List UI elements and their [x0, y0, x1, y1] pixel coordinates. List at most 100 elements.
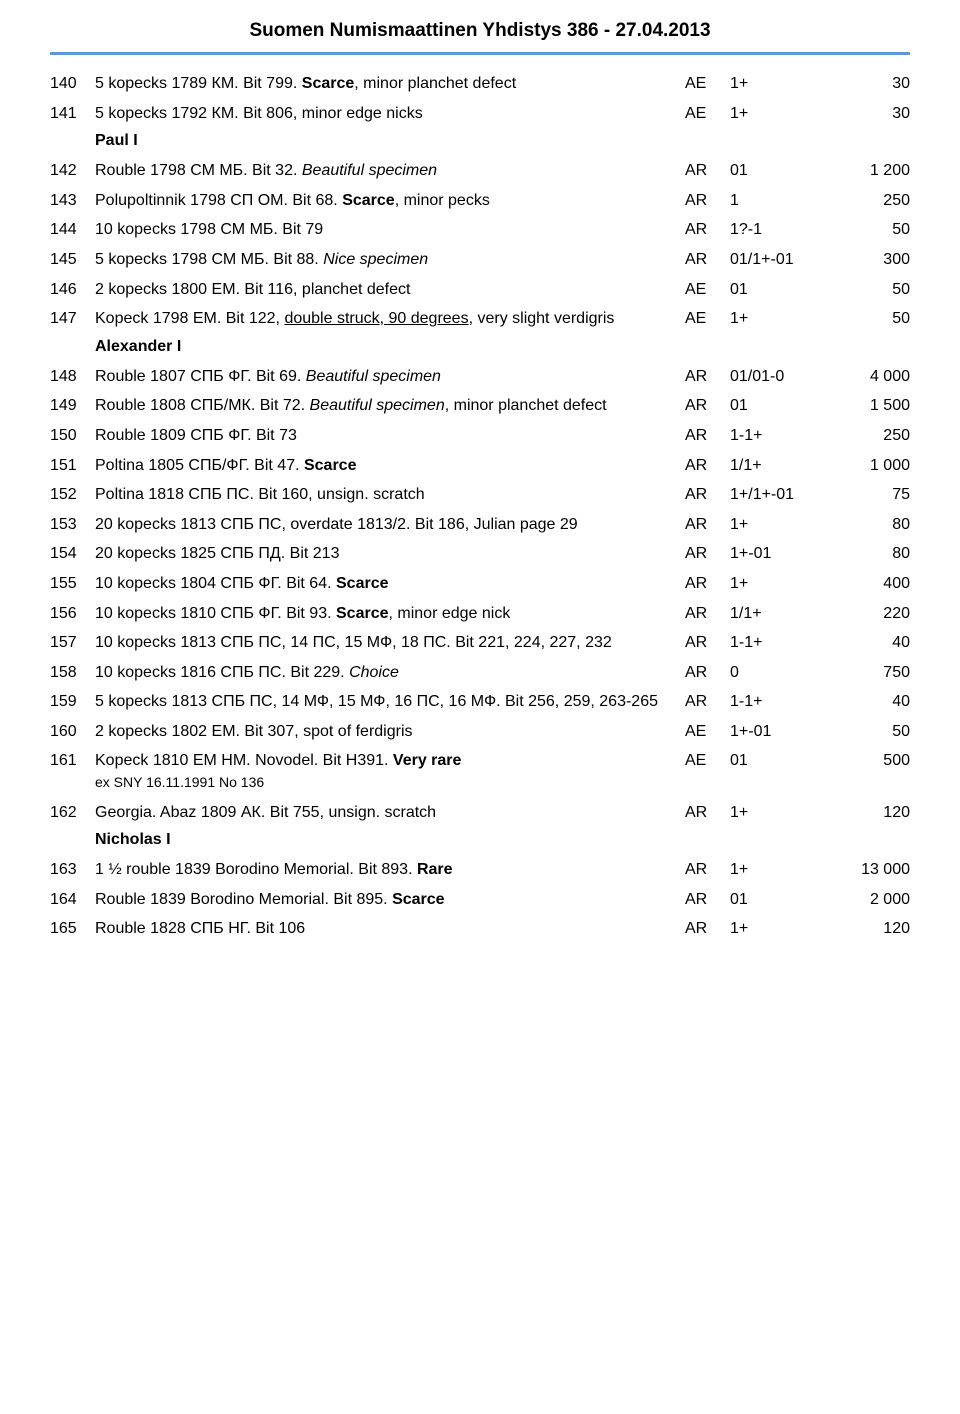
- lot-material: AR: [685, 662, 730, 684]
- lot-description: Rouble 1808 СПБ/МК. Bit 72. Beautiful sp…: [95, 395, 685, 417]
- lot-price: 80: [830, 514, 910, 536]
- section-heading: Alexander I: [50, 338, 910, 356]
- lot-row: 162Georgia. Abaz 1809 АК. Bit 755, unsig…: [50, 802, 910, 824]
- lot-material: AR: [685, 603, 730, 625]
- lot-number: 143: [50, 190, 95, 212]
- lot-row: 15510 kopecks 1804 СПБ ФГ. Bit 64. Scarc…: [50, 573, 910, 595]
- lot-number: 151: [50, 455, 95, 477]
- lot-material: AR: [685, 249, 730, 271]
- lot-number: 144: [50, 219, 95, 241]
- lot-grade: 1+: [730, 802, 830, 824]
- lot-number: 164: [50, 889, 95, 911]
- lot-price: 400: [830, 573, 910, 595]
- lot-number: 160: [50, 721, 95, 743]
- lot-description: 10 kopecks 1816 СПБ ПС. Bit 229. Choice: [95, 662, 685, 684]
- lot-description: 5 kopecks 1792 КМ. Bit 806, minor edge n…: [95, 103, 685, 125]
- lot-list: 1405 kopecks 1789 КМ. Bit 799. Scarce, m…: [50, 73, 910, 940]
- lot-grade: 01: [730, 160, 830, 182]
- header-rule: [50, 52, 910, 55]
- lot-row: 1462 kopecks 1800 ЕМ. Bit 116, planchet …: [50, 279, 910, 301]
- lot-number: 153: [50, 514, 95, 536]
- lot-description: 2 kopecks 1802 ЕМ. Bit 307, spot of ferd…: [95, 721, 685, 743]
- lot-price: 120: [830, 918, 910, 940]
- lot-number: 150: [50, 425, 95, 447]
- lot-row: 161Kopeck 1810 ЕМ НМ. Novodel. Bit Н391.…: [50, 750, 910, 793]
- lot-material: AE: [685, 73, 730, 95]
- lot-row: 143Polupoltinnik 1798 СП ОМ. Bit 68. Sca…: [50, 190, 910, 212]
- lot-grade: 01: [730, 750, 830, 772]
- lot-number: 152: [50, 484, 95, 506]
- lot-grade: 1/1+: [730, 603, 830, 625]
- lot-number: 159: [50, 691, 95, 713]
- lot-row: 1455 kopecks 1798 СМ МБ. Bit 88. Nice sp…: [50, 249, 910, 271]
- lot-row: 1405 kopecks 1789 КМ. Bit 799. Scarce, m…: [50, 73, 910, 95]
- lot-grade: 1+: [730, 103, 830, 125]
- lot-description: Georgia. Abaz 1809 АК. Bit 755, unsign. …: [95, 802, 685, 824]
- lot-description: Kopeck 1798 ЕМ. Bit 122, double struck, …: [95, 308, 685, 330]
- lot-number: 140: [50, 73, 95, 95]
- section-heading: Paul I: [50, 132, 910, 150]
- lot-row: 15320 kopecks 1813 СПБ ПС, overdate 1813…: [50, 514, 910, 536]
- lot-material: AR: [685, 543, 730, 565]
- lot-grade: 0: [730, 662, 830, 684]
- lot-number: 162: [50, 802, 95, 824]
- lot-description: 5 kopecks 1813 СПБ ПС, 14 МФ, 15 МФ, 16 …: [95, 691, 685, 713]
- lot-price: 13 000: [830, 859, 910, 881]
- lot-number: 154: [50, 543, 95, 565]
- lot-price: 80: [830, 543, 910, 565]
- lot-description: Poltina 1818 СПБ ПС. Bit 160, unsign. sc…: [95, 484, 685, 506]
- lot-row: 148Rouble 1807 СПБ ФГ. Bit 69. Beautiful…: [50, 366, 910, 388]
- lot-row: 1602 kopecks 1802 ЕМ. Bit 307, spot of f…: [50, 721, 910, 743]
- lot-price: 50: [830, 721, 910, 743]
- lot-price: 120: [830, 802, 910, 824]
- lot-material: AR: [685, 632, 730, 654]
- lot-grade: 1+: [730, 308, 830, 330]
- lot-description: Kopeck 1810 ЕМ НМ. Novodel. Bit Н391. Ve…: [95, 750, 685, 793]
- lot-material: AR: [685, 484, 730, 506]
- lot-price: 4 000: [830, 366, 910, 388]
- lot-price: 250: [830, 190, 910, 212]
- lot-description: 10 kopecks 1798 СМ МБ. Bit 79: [95, 219, 685, 241]
- lot-price: 50: [830, 308, 910, 330]
- lot-grade: 1: [730, 190, 830, 212]
- lot-price: 1 500: [830, 395, 910, 417]
- lot-row: 14410 kopecks 1798 СМ МБ. Bit 79AR1?-150: [50, 219, 910, 241]
- lot-description: 20 kopecks 1825 СПБ ПД. Bit 213: [95, 543, 685, 565]
- lot-number: 157: [50, 632, 95, 654]
- lot-material: AR: [685, 395, 730, 417]
- lot-grade: 1-1+: [730, 691, 830, 713]
- lot-material: AR: [685, 190, 730, 212]
- lot-grade: 1+-01: [730, 543, 830, 565]
- lot-price: 2 000: [830, 889, 910, 911]
- lot-grade: 1-1+: [730, 632, 830, 654]
- lot-description: 10 kopecks 1810 СПБ ФГ. Bit 93. Scarce, …: [95, 603, 685, 625]
- lot-price: 300: [830, 249, 910, 271]
- lot-description: Rouble 1839 Borodino Memorial. Bit 895. …: [95, 889, 685, 911]
- lot-description: 10 kopecks 1813 СПБ ПС, 14 ПС, 15 МФ, 18…: [95, 632, 685, 654]
- lot-number: 155: [50, 573, 95, 595]
- lot-material: AR: [685, 691, 730, 713]
- lot-description: Rouble 1798 СМ МБ. Bit 32. Beautiful spe…: [95, 160, 685, 182]
- lot-grade: 1+: [730, 514, 830, 536]
- lot-price: 30: [830, 103, 910, 125]
- lot-grade: 1+/1+-01: [730, 484, 830, 506]
- lot-material: AE: [685, 750, 730, 772]
- lot-description: Polupoltinnik 1798 СП ОМ. Bit 68. Scarce…: [95, 190, 685, 212]
- lot-row: 15610 kopecks 1810 СПБ ФГ. Bit 93. Scarc…: [50, 603, 910, 625]
- lot-row: 150Rouble 1809 СПБ ФГ. Bit 73AR1-1+250: [50, 425, 910, 447]
- lot-row: 15710 kopecks 1813 СПБ ПС, 14 ПС, 15 МФ,…: [50, 632, 910, 654]
- lot-material: AR: [685, 514, 730, 536]
- lot-grade: 01: [730, 279, 830, 301]
- lot-material: AE: [685, 308, 730, 330]
- lot-grade: 1+-01: [730, 721, 830, 743]
- lot-price: 750: [830, 662, 910, 684]
- lot-number: 158: [50, 662, 95, 684]
- lot-description: Rouble 1809 СПБ ФГ. Bit 73: [95, 425, 685, 447]
- lot-material: AR: [685, 859, 730, 881]
- lot-material: AR: [685, 889, 730, 911]
- lot-description: 2 kopecks 1800 ЕМ. Bit 116, planchet def…: [95, 279, 685, 301]
- lot-grade: 1+: [730, 573, 830, 595]
- lot-material: AR: [685, 455, 730, 477]
- lot-grade: 01/1+-01: [730, 249, 830, 271]
- lot-number: 165: [50, 918, 95, 940]
